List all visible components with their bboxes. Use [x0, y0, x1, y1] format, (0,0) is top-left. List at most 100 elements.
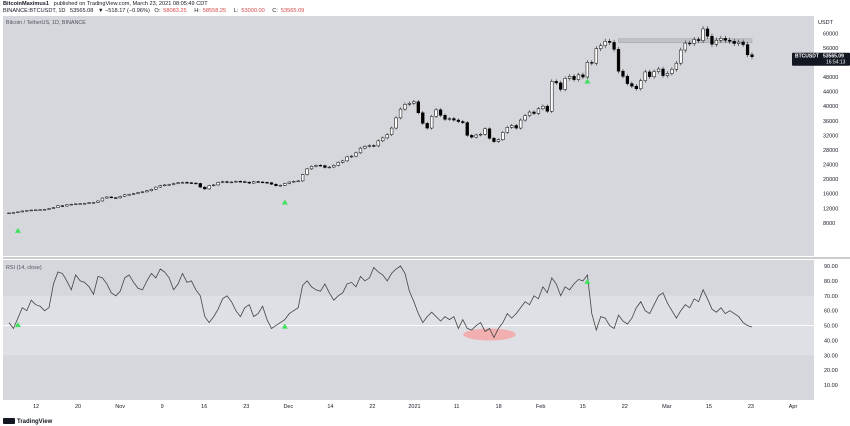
candle [603, 41, 607, 46]
candle [265, 182, 269, 184]
time-axis-tick-label: Dec [283, 404, 293, 410]
candle [381, 137, 385, 142]
candle [567, 76, 572, 79]
candle [639, 80, 643, 89]
candle [345, 156, 349, 162]
candle [483, 128, 487, 135]
candle [496, 139, 501, 142]
bullish-marker-price [14, 227, 21, 233]
candle [78, 203, 82, 205]
candle [109, 196, 113, 199]
candle [745, 44, 750, 56]
candle [163, 184, 167, 186]
candle [42, 209, 47, 211]
candle [519, 119, 523, 129]
candle [407, 103, 412, 105]
time-axis-tick-label: 15 [580, 404, 586, 410]
candle [487, 128, 492, 139]
candle [114, 197, 118, 199]
candle [140, 191, 145, 193]
candle [260, 181, 265, 184]
candle [238, 181, 242, 183]
time-axis-tick-label: 23 [748, 404, 754, 410]
candle [412, 101, 416, 104]
price-pane-legend: Bitcoin / TetherUS, 1D, BINANCE [6, 20, 86, 26]
bar-countdown: 16:54:13 [826, 60, 846, 66]
price-axis-tick-label: 36000 [823, 119, 838, 125]
candle [536, 108, 541, 114]
candle [670, 69, 674, 74]
price-axis-tick-label: 56000 [823, 46, 838, 52]
candle [563, 78, 567, 90]
candle [358, 147, 363, 154]
candle [398, 108, 403, 119]
time-axis-tick-label: 15 [706, 404, 712, 410]
candle [234, 181, 238, 183]
candle [354, 152, 358, 157]
candle [278, 185, 283, 187]
price-axis-tick-label: 40000 [823, 104, 838, 110]
rsi-axis-tick-label: 60.00 [824, 309, 838, 315]
candle [180, 182, 185, 184]
ohlc-low: L: 53000.00 [233, 8, 265, 14]
candle [332, 164, 336, 168]
price-axis-tick-label: 8000 [823, 221, 835, 227]
rsi-axis-tick-label: 10.00 [824, 383, 838, 389]
candle [438, 109, 443, 116]
price-axis-tick-label: 20000 [823, 177, 838, 183]
candle [225, 181, 229, 183]
candle [719, 38, 723, 41]
footer-brand: TradingView [3, 418, 52, 425]
candle [16, 211, 20, 213]
candle [478, 134, 483, 136]
candle [389, 127, 394, 135]
candle [47, 208, 51, 210]
bullish-marker-rsi [584, 278, 591, 284]
candle [452, 118, 456, 121]
candle [363, 146, 367, 149]
candle [309, 166, 314, 170]
candle [376, 140, 380, 147]
author-name[interactable]: BitcoinMaximus1 [3, 1, 50, 7]
candle [465, 122, 469, 136]
price-axis-tick-label: 48000 [823, 75, 838, 81]
candle [688, 42, 692, 45]
candle [367, 145, 372, 147]
chart-area[interactable]: USDT600005600052000480004400040000360003… [0, 16, 850, 414]
bullish-marker-price [584, 78, 591, 84]
candle [83, 203, 87, 205]
candle [323, 165, 327, 168]
candle [185, 182, 189, 184]
candle [60, 205, 65, 207]
price-axis-tick-label: 32000 [823, 133, 838, 139]
candle [131, 193, 136, 195]
candle [501, 132, 505, 140]
bullish-marker-rsi [281, 323, 288, 329]
candle [492, 138, 496, 142]
candle [510, 125, 514, 128]
candle [96, 200, 100, 203]
bullish-marker-rsi [14, 322, 21, 328]
candle [327, 166, 331, 169]
candle [51, 207, 56, 209]
price-axis-tick-label: 60000 [823, 31, 838, 37]
candle [158, 185, 162, 188]
candle [674, 62, 678, 70]
candle [737, 41, 741, 44]
rsi-axis-tick-label: 40.00 [824, 338, 838, 344]
candle [692, 39, 696, 44]
candle [661, 68, 665, 76]
candle [403, 104, 407, 110]
candle [394, 117, 398, 129]
last-price-tag [792, 52, 850, 66]
candle [607, 41, 612, 43]
price-prefix: 53565.08 [70, 8, 94, 14]
candle [630, 83, 634, 87]
symbol-label[interactable]: BINANCE:BTCUSDT, 1D [3, 8, 66, 14]
candle [710, 35, 714, 45]
candle [336, 162, 340, 166]
candle [301, 174, 305, 182]
time-axis-tick-label: 12 [33, 404, 39, 410]
candle [56, 205, 60, 208]
candle [167, 184, 171, 186]
